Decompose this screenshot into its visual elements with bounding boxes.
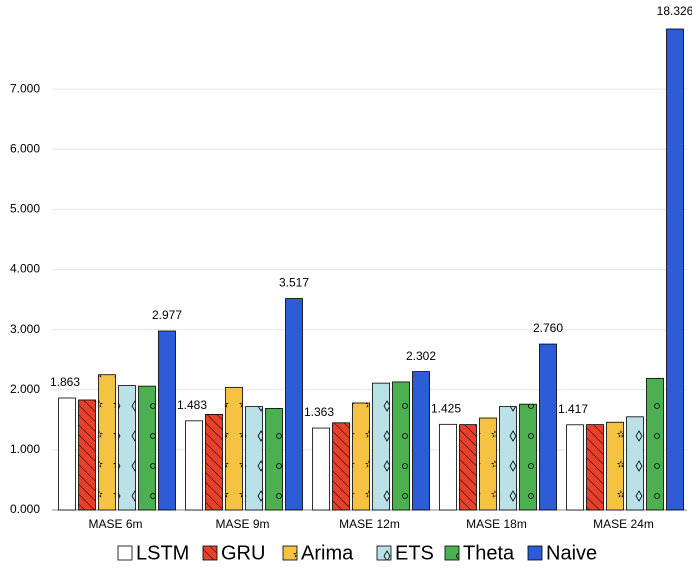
bar-pattern — [459, 424, 477, 510]
legend-swatch-pattern — [377, 546, 391, 560]
bar-pattern — [392, 381, 410, 510]
bar-pattern — [138, 386, 156, 510]
bar-pattern — [78, 399, 96, 510]
bar — [285, 298, 303, 511]
y-tick-label: 2.000 — [10, 382, 40, 396]
bar — [666, 28, 684, 511]
bar-pattern — [586, 424, 604, 510]
x-tick-label: MASE 9m — [215, 517, 269, 531]
bar-pattern — [332, 422, 350, 510]
legend-label: Theta — [463, 542, 515, 564]
x-tick-label: MASE 6m — [88, 517, 142, 531]
value-label: 18.326 — [657, 4, 692, 18]
legend-swatch — [117, 545, 133, 561]
legend-label: Naive — [546, 542, 597, 564]
bar — [439, 423, 457, 511]
bar-pattern — [225, 387, 243, 510]
legend-swatch-pattern — [445, 546, 459, 560]
bar-pattern — [499, 406, 517, 510]
legend-swatch-pattern — [203, 546, 217, 560]
bar — [312, 427, 330, 511]
value-label: 1.417 — [558, 402, 588, 416]
value-label: 2.302 — [406, 349, 436, 363]
bar-pattern — [98, 374, 116, 510]
legend-swatch — [527, 545, 543, 561]
legend-label: Arima — [301, 542, 354, 564]
legend-swatch-pattern — [283, 546, 297, 560]
y-tick-label: 6.000 — [10, 141, 40, 155]
bar — [412, 371, 430, 511]
bar-pattern — [245, 406, 263, 510]
bar-pattern — [372, 383, 390, 510]
y-tick-label: 3.000 — [10, 322, 40, 336]
bar-pattern — [626, 416, 644, 510]
y-tick-label: 4.000 — [10, 262, 40, 276]
value-label: 2.977 — [152, 308, 182, 322]
y-tick-label: 1.000 — [10, 442, 40, 456]
bar — [158, 330, 176, 511]
value-label: 1.483 — [177, 398, 207, 412]
bar-pattern — [519, 404, 537, 510]
bar-pattern — [646, 378, 664, 510]
x-tick-label: MASE 18m — [466, 517, 527, 531]
bar-pattern — [606, 422, 624, 510]
legend-label: ETS — [395, 542, 434, 564]
value-label: 1.863 — [50, 375, 80, 389]
bar-pattern — [205, 414, 223, 510]
bar-pattern — [352, 402, 370, 510]
bar-pattern — [479, 418, 497, 510]
value-label: 1.363 — [304, 405, 334, 419]
value-label: 3.517 — [279, 276, 309, 290]
bar — [566, 424, 584, 511]
bar — [539, 343, 557, 511]
y-tick-label: 5.000 — [10, 202, 40, 216]
bar — [185, 420, 203, 511]
x-tick-label: MASE 12m — [339, 517, 400, 531]
value-label: 1.425 — [431, 401, 461, 415]
x-tick-label: MASE 24m — [593, 517, 654, 531]
y-tick-label: 0.000 — [10, 502, 40, 516]
legend-label: LSTM — [136, 542, 189, 564]
y-tick-label: 7.000 — [10, 81, 40, 95]
value-label: 2.760 — [533, 321, 563, 335]
legend-label: GRU — [221, 542, 265, 564]
bar — [58, 397, 76, 511]
bar-pattern — [118, 385, 136, 510]
bar-pattern — [265, 408, 283, 510]
